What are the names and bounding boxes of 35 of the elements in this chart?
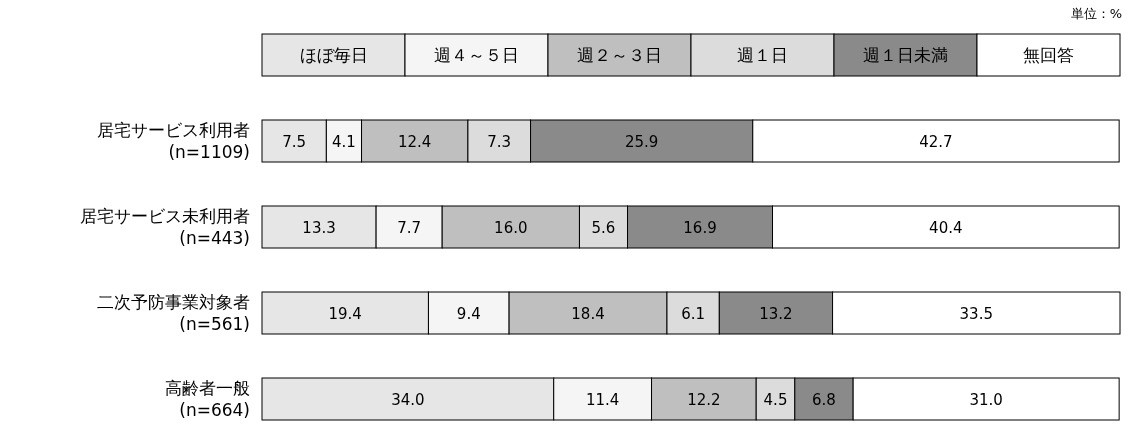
data-label: 7.3 — [487, 133, 512, 151]
data-label: 16.9 — [683, 219, 717, 237]
text: 週１日未満 — [863, 45, 948, 65]
text: 週４～５日 — [434, 45, 519, 65]
data-label: 7.7 — [397, 219, 422, 237]
data-label: 6.1 — [681, 305, 706, 323]
data-label: 12.2 — [687, 391, 721, 409]
data-label: 34.0 — [391, 391, 425, 409]
y-tick-label: 居宅サービス利用者 (n=1109) — [97, 120, 250, 162]
data-label: 31.0 — [969, 391, 1003, 409]
data-label: 18.4 — [571, 305, 605, 323]
data-label: 11.4 — [585, 391, 620, 409]
data-label: 9.4 — [456, 305, 481, 323]
data-label: 5.6 — [591, 219, 616, 237]
data-label: 16.0 — [494, 219, 528, 237]
data-label: 4.1 — [332, 133, 356, 151]
data-label: 7.5 — [282, 133, 307, 151]
data-label: 13.3 — [302, 219, 336, 237]
data-label: 6.8 — [812, 391, 836, 409]
text: 単位：% — [1070, 6, 1122, 21]
data-label: 40.4 — [929, 219, 963, 237]
text: 週１日 — [737, 45, 788, 65]
y-tick-label: 居宅サービス未利用者 (n=443) — [80, 206, 250, 248]
data-label: 12.4 — [398, 133, 432, 151]
y-tick-label: 高齢者一般 (n=664) — [165, 378, 250, 420]
data-label: 19.4 — [328, 305, 362, 323]
text: ほぼ毎日 — [299, 45, 368, 65]
text: 週２～３日 — [577, 45, 662, 65]
data-label: 33.5 — [959, 305, 993, 323]
text: 無回答 — [1023, 45, 1074, 65]
data-label: 25.9 — [624, 133, 659, 151]
y-tick-label: 二次予防事業対象者 (n=561) — [97, 292, 250, 334]
data-label: 13.2 — [759, 305, 793, 323]
data-label: 4.5 — [763, 391, 788, 409]
data-label: 42.7 — [919, 133, 953, 151]
